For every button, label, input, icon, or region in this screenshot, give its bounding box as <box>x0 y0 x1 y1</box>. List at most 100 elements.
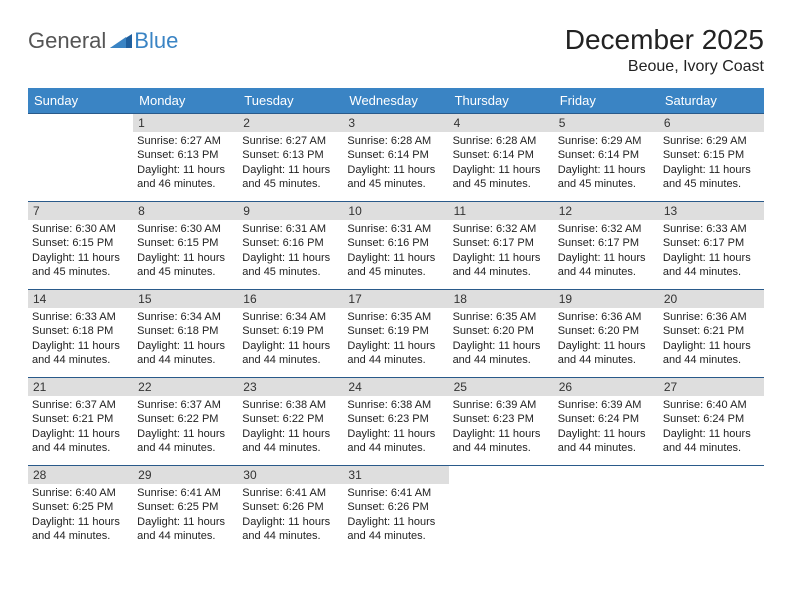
sunrise-line: Sunrise: 6:36 AM <box>663 310 760 324</box>
day-number: 2 <box>238 113 343 132</box>
sunset-line: Sunset: 6:25 PM <box>32 500 129 514</box>
sunset-line: Sunset: 6:23 PM <box>453 412 550 426</box>
day-number: 20 <box>659 289 764 308</box>
title-block: December 2025 Beoue, Ivory Coast <box>565 24 764 76</box>
daylight-line: Daylight: 11 hours and 45 minutes. <box>32 251 129 280</box>
daylight-line: Daylight: 11 hours and 44 minutes. <box>663 251 760 280</box>
sunset-line: Sunset: 6:17 PM <box>558 236 655 250</box>
sunset-line: Sunset: 6:18 PM <box>32 324 129 338</box>
sunrise-line: Sunrise: 6:35 AM <box>453 310 550 324</box>
daylight-line: Daylight: 11 hours and 45 minutes. <box>347 163 444 192</box>
sunset-line: Sunset: 6:25 PM <box>137 500 234 514</box>
calendar-week-row: 14Sunrise: 6:33 AMSunset: 6:18 PMDayligh… <box>28 289 764 377</box>
daylight-line: Daylight: 11 hours and 44 minutes. <box>32 339 129 368</box>
calendar-day-cell: 25Sunrise: 6:39 AMSunset: 6:23 PMDayligh… <box>449 377 554 465</box>
calendar-day-cell <box>659 465 764 553</box>
sunrise-line: Sunrise: 6:40 AM <box>32 486 129 500</box>
sunrise-line: Sunrise: 6:41 AM <box>242 486 339 500</box>
day-number: 19 <box>554 289 659 308</box>
day-details: Sunrise: 6:32 AMSunset: 6:17 PMDaylight:… <box>554 222 659 283</box>
day-number: 10 <box>343 201 448 220</box>
sunset-line: Sunset: 6:18 PM <box>137 324 234 338</box>
day-number: 8 <box>133 201 238 220</box>
day-details: Sunrise: 6:28 AMSunset: 6:14 PMDaylight:… <box>343 134 448 195</box>
sunrise-line: Sunrise: 6:29 AM <box>663 134 760 148</box>
sunrise-line: Sunrise: 6:41 AM <box>137 486 234 500</box>
weekday-header: Sunday <box>28 88 133 113</box>
header: General Blue December 2025 Beoue, Ivory … <box>28 24 764 76</box>
logo-word2: Blue <box>134 28 178 54</box>
day-number: 29 <box>133 465 238 484</box>
sunset-line: Sunset: 6:22 PM <box>137 412 234 426</box>
sunset-line: Sunset: 6:15 PM <box>663 148 760 162</box>
sunset-line: Sunset: 6:13 PM <box>242 148 339 162</box>
daylight-line: Daylight: 11 hours and 44 minutes. <box>453 251 550 280</box>
daylight-line: Daylight: 11 hours and 44 minutes. <box>32 515 129 544</box>
empty-day <box>659 465 764 484</box>
day-number: 16 <box>238 289 343 308</box>
sunrise-line: Sunrise: 6:36 AM <box>558 310 655 324</box>
logo-triangle-icon <box>110 32 132 48</box>
sunset-line: Sunset: 6:20 PM <box>453 324 550 338</box>
sunset-line: Sunset: 6:15 PM <box>137 236 234 250</box>
daylight-line: Daylight: 11 hours and 45 minutes. <box>347 251 444 280</box>
daylight-line: Daylight: 11 hours and 45 minutes. <box>242 251 339 280</box>
calendar-day-cell: 8Sunrise: 6:30 AMSunset: 6:15 PMDaylight… <box>133 201 238 289</box>
sunrise-line: Sunrise: 6:31 AM <box>347 222 444 236</box>
calendar-day-cell: 14Sunrise: 6:33 AMSunset: 6:18 PMDayligh… <box>28 289 133 377</box>
day-number: 4 <box>449 113 554 132</box>
daylight-line: Daylight: 11 hours and 44 minutes. <box>32 427 129 456</box>
sunrise-line: Sunrise: 6:39 AM <box>558 398 655 412</box>
sunrise-line: Sunrise: 6:40 AM <box>663 398 760 412</box>
sunset-line: Sunset: 6:21 PM <box>663 324 760 338</box>
day-details: Sunrise: 6:36 AMSunset: 6:20 PMDaylight:… <box>554 310 659 371</box>
daylight-line: Daylight: 11 hours and 44 minutes. <box>137 515 234 544</box>
calendar-day-cell: 30Sunrise: 6:41 AMSunset: 6:26 PMDayligh… <box>238 465 343 553</box>
logo-word1: General <box>28 28 106 54</box>
empty-day <box>449 465 554 484</box>
sunrise-line: Sunrise: 6:34 AM <box>242 310 339 324</box>
calendar-day-cell: 13Sunrise: 6:33 AMSunset: 6:17 PMDayligh… <box>659 201 764 289</box>
sunrise-line: Sunrise: 6:34 AM <box>137 310 234 324</box>
daylight-line: Daylight: 11 hours and 44 minutes. <box>663 339 760 368</box>
calendar-day-cell: 5Sunrise: 6:29 AMSunset: 6:14 PMDaylight… <box>554 113 659 201</box>
sunrise-line: Sunrise: 6:35 AM <box>347 310 444 324</box>
daylight-line: Daylight: 11 hours and 46 minutes. <box>137 163 234 192</box>
weekday-header: Friday <box>554 88 659 113</box>
daylight-line: Daylight: 11 hours and 45 minutes. <box>663 163 760 192</box>
day-details: Sunrise: 6:38 AMSunset: 6:23 PMDaylight:… <box>343 398 448 459</box>
calendar-day-cell: 2Sunrise: 6:27 AMSunset: 6:13 PMDaylight… <box>238 113 343 201</box>
day-number: 6 <box>659 113 764 132</box>
day-number: 26 <box>554 377 659 396</box>
weekday-header: Wednesday <box>343 88 448 113</box>
calendar-day-cell: 10Sunrise: 6:31 AMSunset: 6:16 PMDayligh… <box>343 201 448 289</box>
calendar-day-cell: 17Sunrise: 6:35 AMSunset: 6:19 PMDayligh… <box>343 289 448 377</box>
sunset-line: Sunset: 6:26 PM <box>347 500 444 514</box>
day-number: 18 <box>449 289 554 308</box>
day-number: 1 <box>133 113 238 132</box>
day-number: 12 <box>554 201 659 220</box>
daylight-line: Daylight: 11 hours and 44 minutes. <box>137 339 234 368</box>
day-details: Sunrise: 6:41 AMSunset: 6:26 PMDaylight:… <box>343 486 448 547</box>
empty-day <box>554 465 659 484</box>
sunrise-line: Sunrise: 6:27 AM <box>137 134 234 148</box>
weekday-header: Monday <box>133 88 238 113</box>
day-details: Sunrise: 6:36 AMSunset: 6:21 PMDaylight:… <box>659 310 764 371</box>
sunrise-line: Sunrise: 6:32 AM <box>558 222 655 236</box>
calendar-week-row: 7Sunrise: 6:30 AMSunset: 6:15 PMDaylight… <box>28 201 764 289</box>
daylight-line: Daylight: 11 hours and 44 minutes. <box>347 339 444 368</box>
calendar-day-cell: 26Sunrise: 6:39 AMSunset: 6:24 PMDayligh… <box>554 377 659 465</box>
day-details: Sunrise: 6:40 AMSunset: 6:24 PMDaylight:… <box>659 398 764 459</box>
daylight-line: Daylight: 11 hours and 44 minutes. <box>663 427 760 456</box>
sunset-line: Sunset: 6:23 PM <box>347 412 444 426</box>
day-details: Sunrise: 6:30 AMSunset: 6:15 PMDaylight:… <box>28 222 133 283</box>
day-details: Sunrise: 6:34 AMSunset: 6:19 PMDaylight:… <box>238 310 343 371</box>
daylight-line: Daylight: 11 hours and 45 minutes. <box>558 163 655 192</box>
sunset-line: Sunset: 6:14 PM <box>453 148 550 162</box>
day-number: 25 <box>449 377 554 396</box>
sunrise-line: Sunrise: 6:33 AM <box>663 222 760 236</box>
calendar-day-cell: 1Sunrise: 6:27 AMSunset: 6:13 PMDaylight… <box>133 113 238 201</box>
day-number: 23 <box>238 377 343 396</box>
sunset-line: Sunset: 6:21 PM <box>32 412 129 426</box>
sunset-line: Sunset: 6:22 PM <box>242 412 339 426</box>
